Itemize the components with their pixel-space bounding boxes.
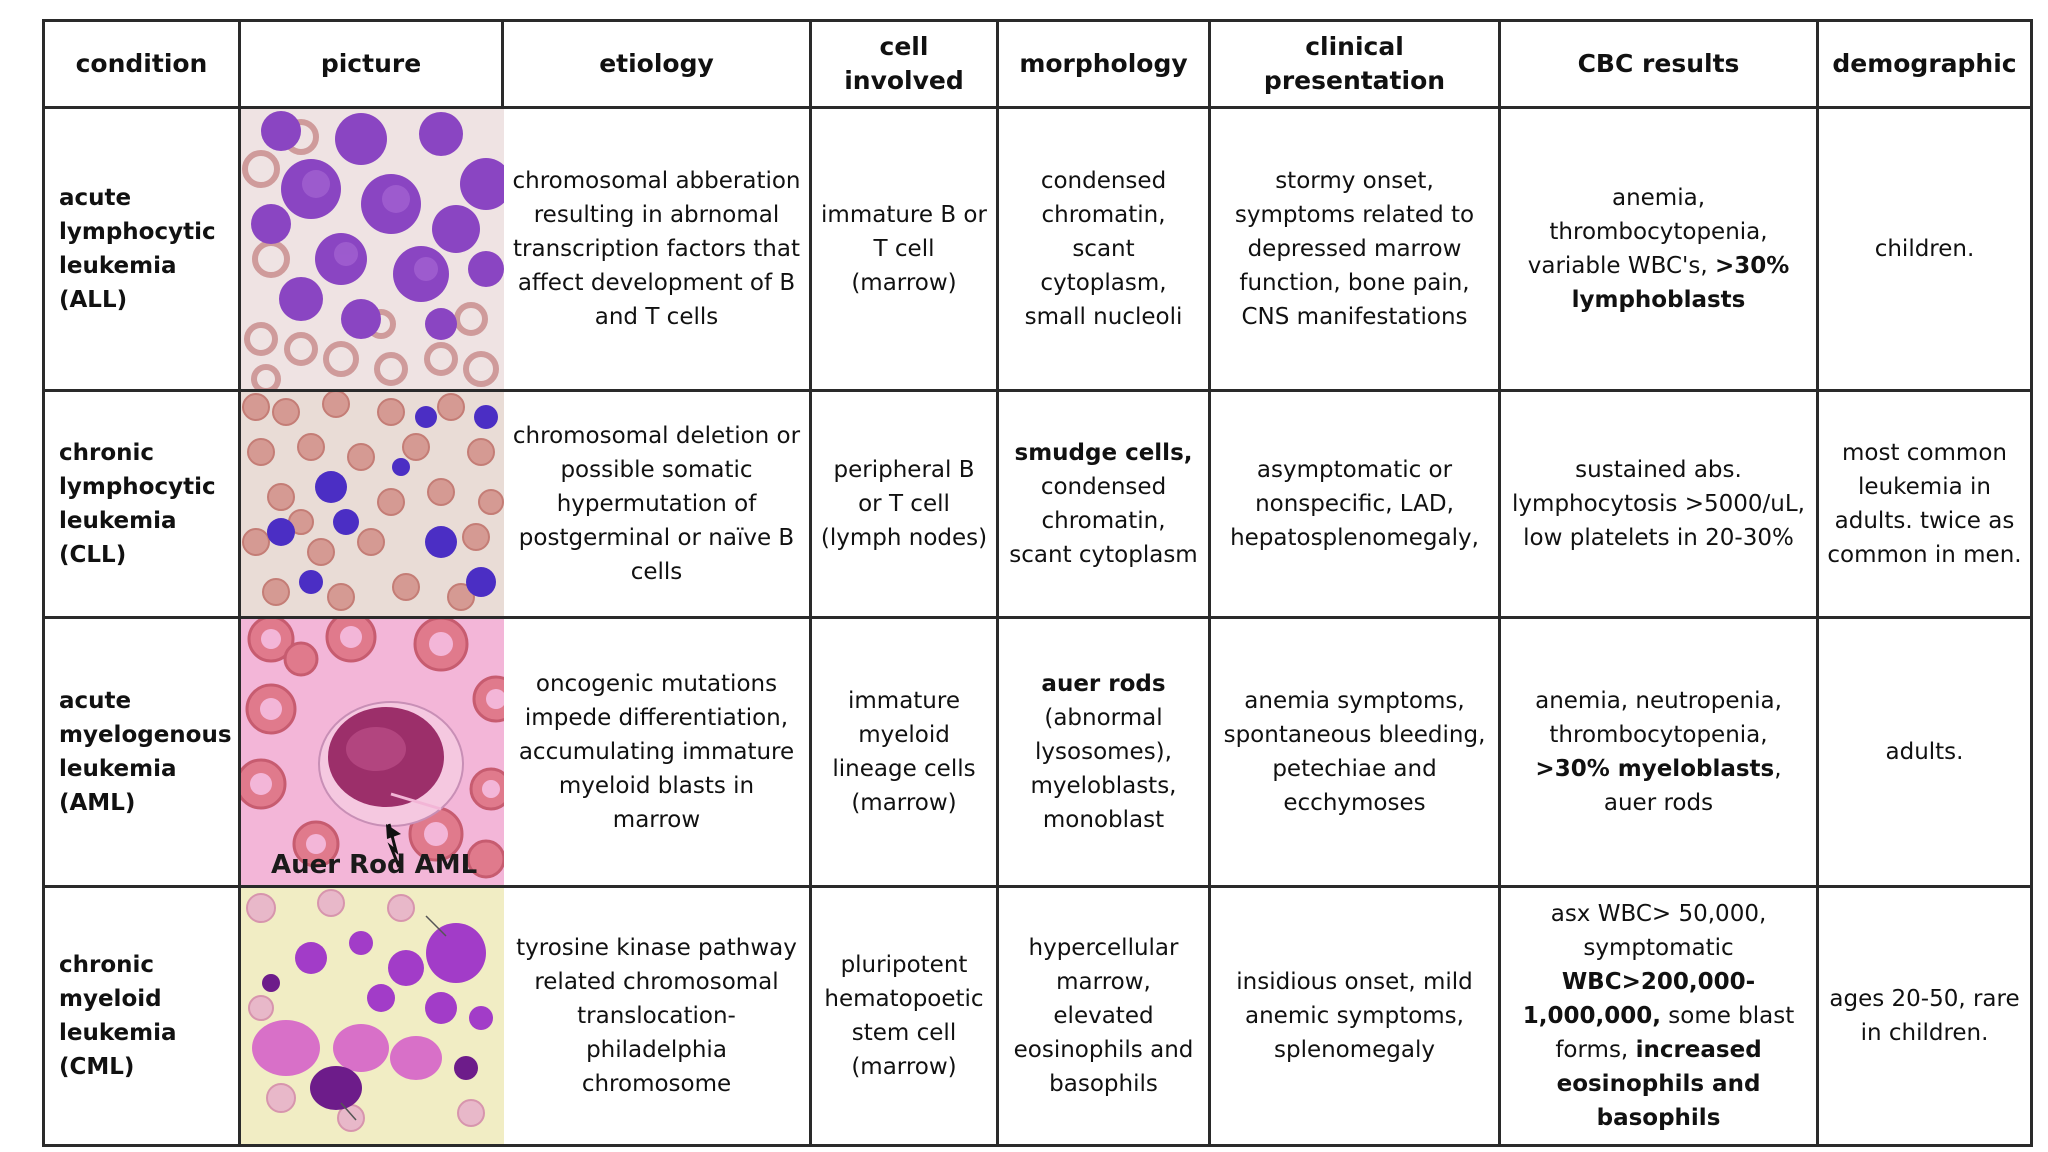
cbc-cell: anemia, neutropenia, thrombocytopenia, >… — [1498, 616, 1819, 888]
cbc-text-a: anemia, neutropenia, thrombocytopenia, — [1535, 688, 1782, 748]
cbc-bold-b: >30% lymphoblasts — [1571, 253, 1790, 313]
auer-rod-aml-caption: Auer Rod AML — [271, 850, 477, 880]
header-demographic: demographic — [1816, 19, 2033, 109]
condition-cell: acute myelogenous leukemia (AML) — [42, 616, 241, 888]
demographic-cell: most common leukemia in adults. twice as… — [1816, 389, 2033, 619]
condition-cell: chronic lymphocytic leukemia (CLL) — [42, 389, 241, 619]
cbc-text-c: , auer rods — [1603, 756, 1782, 816]
cbc-bold-b: >30% myeloblasts — [1535, 756, 1775, 782]
leukemia-table-sheet: condition picture etiology cell involved… — [42, 19, 2033, 1147]
clinical-cell: insidious onset, mild anemic symptoms, s… — [1208, 885, 1501, 1147]
row-all: acute lymphocytic leukemia (ALL) — [42, 106, 2033, 392]
header-clinical-presentation: clinical presentation — [1208, 19, 1501, 109]
cbc-cell: asx WBC> 50,000, symptomatic WBC>200,000… — [1498, 885, 1819, 1147]
cell-involved-cell: pluripotent hematopoetic stem cell (marr… — [809, 885, 999, 1147]
clinical-cell: asymptomatic or nonspecific, LAD, hepato… — [1208, 389, 1501, 619]
picture-cell — [238, 389, 504, 619]
cml-smear-image — [241, 888, 504, 1144]
condition-cell: chronic myeloid leukemia (CML) — [42, 885, 241, 1147]
header-cbc-results: CBC results — [1498, 19, 1819, 109]
morphology-text: hypercellular marrow, elevated eosinophi… — [1013, 935, 1194, 1097]
demographic-cell: children. — [1816, 106, 2033, 392]
picture-cell — [238, 885, 504, 1147]
cell-involved-cell: immature B or T cell (marrow) — [809, 106, 999, 392]
header-morphology: morphology — [996, 19, 1211, 109]
morphology-cell: hypercellular marrow, elevated eosinophi… — [996, 885, 1211, 1147]
morphology-text: condensed chromatin, scant cytoplasm — [1009, 474, 1198, 568]
morphology-bold: auer rods — [1041, 671, 1166, 697]
morphology-text: (abnormal lysosomes), myeloblasts, monob… — [1030, 705, 1177, 833]
cbc-cell: sustained abs. lymphocytosis >5000/uL, l… — [1498, 389, 1819, 619]
picture-cell — [238, 106, 504, 392]
cbc-bold-b: WBC>200,000-1,000,000, — [1522, 969, 1756, 1029]
cell-involved-cell: immature myeloid lineage cells (marrow) — [809, 616, 999, 888]
morphology-text: condensed chromatin, scant cytoplasm, sm… — [1024, 168, 1183, 330]
condition-cell: acute lymphocytic leukemia (ALL) — [42, 106, 241, 392]
cbc-bold-d: increased eosinophils and basophils — [1556, 1037, 1762, 1131]
morphology-bold: smudge cells, — [1014, 440, 1193, 466]
all-smear-image — [241, 109, 504, 389]
header-picture: picture — [238, 19, 504, 109]
cell-involved-cell: peripheral B or T cell (lymph nodes) — [809, 389, 999, 619]
demographic-cell: ages 20-50, rare in children. — [1816, 885, 2033, 1147]
row-aml: acute myelogenous leukemia (AML) — [42, 616, 2033, 888]
etiology-cell: tyrosine kinase pathway related chromoso… — [501, 885, 812, 1147]
header-cell-involved: cell involved — [809, 19, 999, 109]
cbc-text-a: sustained abs. lymphocytosis >5000/uL, l… — [1512, 457, 1805, 551]
cll-smear-image — [241, 392, 504, 616]
cbc-cell: anemia, thrombocytopenia, variable WBC's… — [1498, 106, 1819, 392]
leukemia-table: condition picture etiology cell involved… — [42, 19, 2033, 1147]
aml-smear-image: Auer Rod AML — [241, 619, 504, 885]
clinical-cell: anemia symptoms, spontaneous bleeding, p… — [1208, 616, 1501, 888]
cbc-text-a: anemia, thrombocytopenia, variable WBC's… — [1527, 185, 1768, 279]
morphology-cell: smudge cells, condensed chromatin, scant… — [996, 389, 1211, 619]
etiology-cell: chromosomal deletion or possible somatic… — [501, 389, 812, 619]
header-row: condition picture etiology cell involved… — [42, 19, 2033, 109]
demographic-cell: adults. — [1816, 616, 2033, 888]
morphology-cell: condensed chromatin, scant cytoplasm, sm… — [996, 106, 1211, 392]
row-cml: chronic myeloid leukemia (CML) — [42, 885, 2033, 1147]
header-etiology: etiology — [501, 19, 812, 109]
picture-cell: Auer Rod AML — [238, 616, 504, 888]
clinical-cell: stormy onset, symptoms related to depres… — [1208, 106, 1501, 392]
etiology-cell: oncogenic mutations impede differentiati… — [501, 616, 812, 888]
row-cll: chronic lymphocytic leukemia (CLL) — [42, 389, 2033, 619]
cbc-text-c: some blast forms, — [1555, 1003, 1795, 1063]
etiology-cell: chromosomal abberation resulting in abrn… — [501, 106, 812, 392]
header-condition: condition — [42, 19, 241, 109]
morphology-cell: auer rods (abnormal lysosomes), myelobla… — [996, 616, 1211, 888]
cbc-text-a: asx WBC> 50,000, symptomatic — [1550, 901, 1767, 961]
